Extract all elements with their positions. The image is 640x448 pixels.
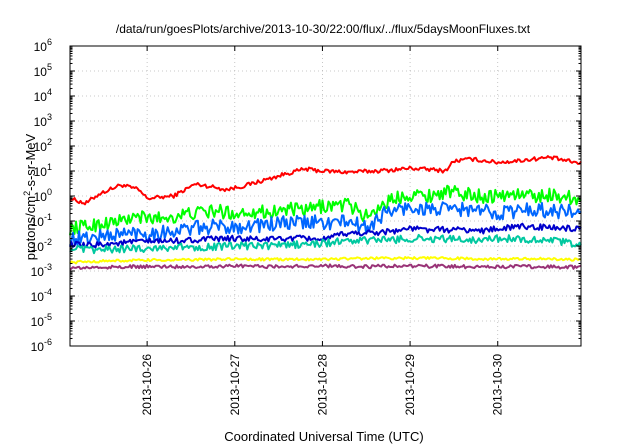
y-axis-title-sup: 2 [22,191,32,196]
y-tick-label: 10-2 [31,237,52,254]
series-line [69,256,582,265]
x-tick-label: 2013-10-28 [315,354,329,416]
x-tick-label: 2013-10-30 [491,354,505,416]
y-tick-label: 10-1 [31,212,52,229]
x-axis-title: Coordinated Universal Time (UTC) [224,429,423,444]
chart-title: /data/run/goesPlots/archive/2013-10-30/2… [116,22,531,36]
series-line [69,233,582,255]
series-line [69,222,582,249]
x-tick-label: 2013-10-27 [228,354,242,416]
x-tick-label: 2013-10-26 [140,354,154,416]
y-tick-label: 102 [34,137,52,154]
x-tick-label: 2013-10-29 [403,354,417,416]
y-tick-label: 10-5 [31,312,52,329]
series-line [69,263,582,271]
y-tick-label: 10-3 [31,262,52,279]
y-tick-label: 100 [34,187,52,204]
y-tick-label: 104 [34,87,52,104]
y-tick-label: 101 [34,162,52,179]
y-tick-label: 106 [34,37,52,54]
y-axis: 10-6 10-5 10-4 10-3 10-2 10-1 100 101 102 103 104 1… [31,37,581,354]
series-layer [69,155,582,271]
y-axis-title: protons/cm2-s-sr-MeV [22,133,38,260]
y-tick-label: 10-4 [31,287,52,304]
series-line [69,184,582,236]
y-axis-title-before: protons/cm [23,196,38,260]
series-line [69,201,582,247]
y-tick-label: 105 [34,62,52,79]
series-line [69,155,582,206]
x-axis: 2013-10-26 2013-10-27 2013-10-28 2013-10-29… [140,46,505,415]
y-tick-label: 103 [34,112,52,129]
y-axis-title-after: -s-sr-MeV [23,133,38,190]
y-tick-label: 10-6 [31,337,52,354]
